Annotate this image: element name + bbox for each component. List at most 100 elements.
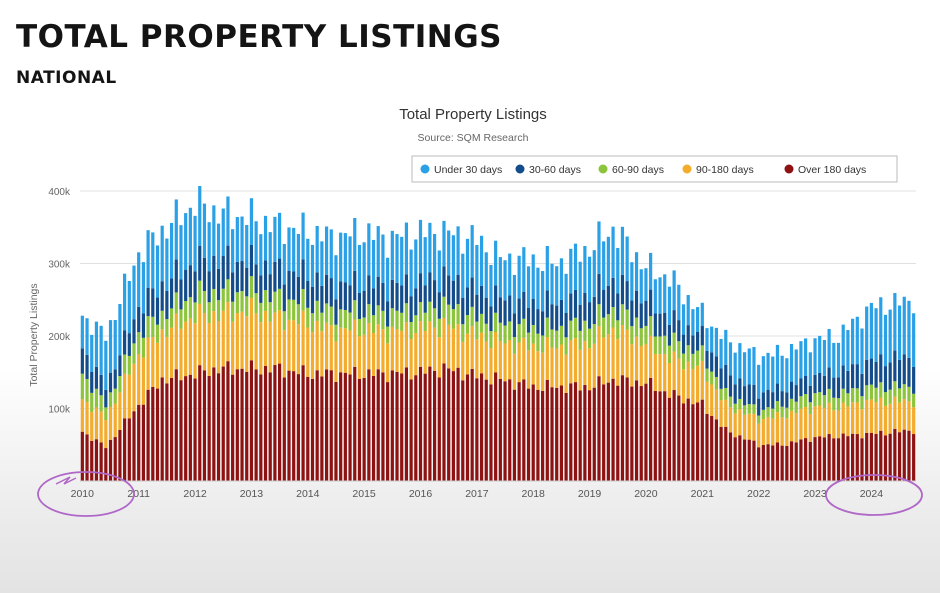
bar-segment bbox=[339, 309, 343, 328]
bar-segment bbox=[644, 325, 648, 344]
bar-segment bbox=[104, 340, 108, 390]
bar-segment bbox=[301, 310, 305, 366]
bar-segment bbox=[620, 226, 625, 275]
bar-segment bbox=[461, 253, 465, 298]
bar-segment bbox=[738, 409, 742, 436]
x-tick-label: 2023 bbox=[803, 488, 827, 500]
bar-segment bbox=[376, 369, 380, 481]
bar-segment bbox=[371, 315, 376, 333]
bar-segment bbox=[503, 300, 507, 326]
bar-segment bbox=[883, 366, 888, 393]
bar-segment bbox=[752, 440, 756, 481]
bar-segment bbox=[273, 312, 277, 366]
bar-segment bbox=[869, 399, 873, 433]
legend-item[interactable]: Over 180 days bbox=[784, 164, 867, 176]
y-tick-label: 100k bbox=[48, 405, 71, 416]
bar-segment bbox=[536, 333, 540, 352]
bar-segment bbox=[780, 355, 784, 392]
bar-segment bbox=[541, 311, 545, 336]
bar-segment bbox=[315, 272, 319, 301]
bar-segment bbox=[733, 403, 737, 414]
bar-segment bbox=[456, 367, 460, 481]
bar-segment bbox=[390, 308, 394, 327]
bar-segment bbox=[775, 344, 780, 384]
bar-segment bbox=[428, 272, 432, 302]
bar-segment bbox=[240, 311, 244, 369]
bar-segment bbox=[649, 289, 653, 317]
bar-segment bbox=[94, 407, 99, 440]
bar-segment bbox=[541, 271, 545, 312]
bar-segment bbox=[907, 357, 911, 387]
bar-segment bbox=[714, 376, 718, 390]
bar-segment bbox=[794, 385, 798, 402]
bar-segment bbox=[367, 275, 371, 305]
bar-segment bbox=[785, 445, 789, 481]
bar-segment bbox=[578, 305, 582, 331]
bar-segment bbox=[202, 290, 207, 314]
bar-segment bbox=[771, 356, 775, 393]
bar-segment bbox=[747, 348, 751, 385]
bar-segment bbox=[569, 320, 573, 341]
bar-segment bbox=[231, 272, 235, 302]
bar-segment bbox=[799, 396, 803, 409]
bar-segment bbox=[611, 226, 615, 278]
bar-segment bbox=[494, 312, 498, 332]
bar-segment bbox=[221, 366, 225, 481]
bar-segment bbox=[221, 288, 225, 311]
bar-segment bbox=[273, 261, 277, 292]
bar-segment bbox=[733, 384, 737, 404]
bar-segment bbox=[752, 413, 756, 441]
bar-segment bbox=[710, 384, 714, 416]
bar-segment bbox=[602, 384, 606, 481]
bar-segment bbox=[832, 377, 836, 398]
bar-segment bbox=[658, 313, 662, 337]
bar-segment bbox=[639, 328, 643, 347]
bar-segment bbox=[912, 434, 916, 481]
bar-segment bbox=[184, 269, 188, 302]
bar-segment bbox=[757, 364, 761, 399]
bar-segment bbox=[663, 313, 667, 336]
bar-segment bbox=[879, 430, 883, 481]
legend-item[interactable]: 60-90 days bbox=[598, 164, 664, 176]
bar-segment bbox=[113, 320, 117, 370]
bar-segment bbox=[503, 260, 507, 301]
bar-segment bbox=[193, 271, 197, 303]
legend-item[interactable]: 90-180 days bbox=[682, 164, 754, 176]
bar-segment bbox=[428, 222, 432, 273]
bar-segment bbox=[254, 264, 258, 294]
bar-segment bbox=[367, 223, 371, 276]
bar-segment bbox=[386, 301, 390, 327]
bar-segment bbox=[489, 306, 493, 332]
bar-segment bbox=[165, 336, 169, 384]
bar-segment bbox=[484, 252, 488, 298]
bar-segment bbox=[780, 391, 784, 407]
legend-item[interactable]: 30-60 days bbox=[515, 164, 581, 176]
bar-segment bbox=[836, 398, 841, 411]
bar-segment bbox=[306, 281, 310, 308]
bar-segment bbox=[841, 388, 845, 403]
bar-segment bbox=[324, 274, 329, 304]
bar-segment bbox=[700, 360, 704, 400]
bar-segment bbox=[874, 308, 878, 362]
bar-segment bbox=[306, 238, 310, 282]
bar-segment bbox=[202, 313, 207, 371]
bar-segment bbox=[409, 322, 413, 340]
legend-item[interactable]: Under 30 days bbox=[420, 164, 503, 176]
bar-segment bbox=[742, 386, 747, 406]
bar-segment bbox=[184, 213, 188, 270]
bar-segment bbox=[85, 378, 89, 403]
bar-segment bbox=[240, 216, 244, 262]
bar-segment bbox=[428, 301, 432, 322]
bar-segment bbox=[550, 329, 554, 348]
bar-segment bbox=[902, 296, 906, 355]
bar-segment bbox=[583, 245, 587, 293]
bar-segment bbox=[686, 295, 690, 326]
bar-segment bbox=[757, 398, 761, 416]
bar-segment bbox=[348, 374, 352, 481]
bar-segment bbox=[742, 414, 747, 440]
bar-segment bbox=[287, 299, 291, 320]
bar-segment bbox=[127, 374, 131, 419]
bar-segment bbox=[353, 319, 357, 367]
bar-segment bbox=[808, 413, 812, 442]
bar-segment bbox=[747, 384, 751, 405]
